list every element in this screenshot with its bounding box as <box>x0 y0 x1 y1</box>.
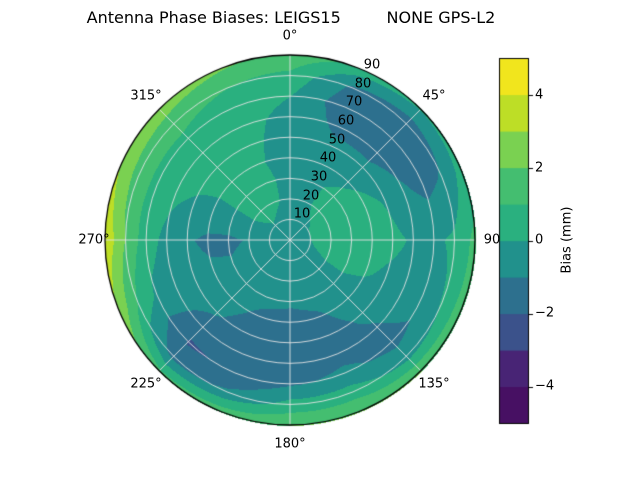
theta-label-45: 45° <box>422 88 446 104</box>
colorbar-tick-2: 2 <box>535 160 544 176</box>
colorbar-tick-n4: −4 <box>535 378 555 394</box>
theta-label-180: 180° <box>274 436 306 452</box>
r-label-80: 80 <box>354 76 372 92</box>
colorbar-tick-0: 0 <box>535 232 544 248</box>
theta-label-90: 90 <box>483 232 501 248</box>
colorbar-tick-4: 4 <box>535 87 544 103</box>
r-label-60: 60 <box>337 113 355 129</box>
theta-label-225: 225° <box>130 376 162 392</box>
theta-label-315: 315° <box>130 88 162 104</box>
r-label-20: 20 <box>302 188 320 204</box>
colorbar-tick-n2: −2 <box>535 305 555 321</box>
r-label-90: 90 <box>363 57 381 73</box>
chart-title: Antenna Phase Biases: LEIGS15 NONE GPS-L… <box>86 8 496 27</box>
r-label-40: 40 <box>319 150 337 166</box>
r-label-10: 10 <box>293 206 311 222</box>
colorbar-axis-label: Bias (mm) <box>559 206 575 274</box>
theta-label-270: 270° <box>78 232 110 248</box>
r-label-50: 50 <box>328 132 346 148</box>
theta-label-0: 0° <box>282 28 298 44</box>
r-label-30: 30 <box>310 169 328 185</box>
theta-label-135: 135° <box>418 376 450 392</box>
r-label-70: 70 <box>345 94 363 110</box>
